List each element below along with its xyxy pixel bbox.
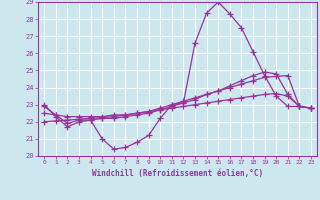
X-axis label: Windchill (Refroidissement éolien,°C): Windchill (Refroidissement éolien,°C) <box>92 169 263 178</box>
